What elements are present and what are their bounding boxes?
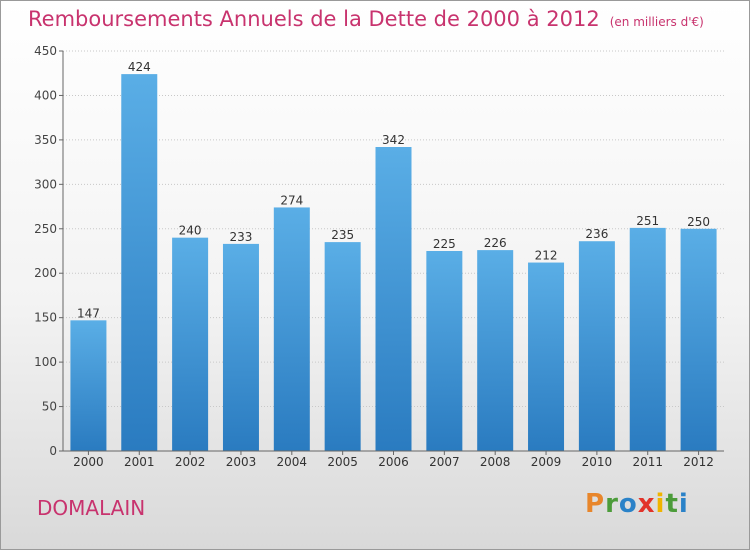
data-label: 274 xyxy=(280,193,303,207)
data-label: 212 xyxy=(535,249,558,263)
bar-layer xyxy=(70,74,717,451)
y-tick-label: 450 xyxy=(34,44,57,58)
bar-2002 xyxy=(172,237,209,451)
x-tick-label: 2012 xyxy=(683,455,714,469)
x-tick-label: 2001 xyxy=(124,455,155,469)
y-tick-label: 300 xyxy=(34,177,57,191)
data-label: 342 xyxy=(382,133,405,147)
bar-2009 xyxy=(528,262,565,451)
x-tick-label: 2000 xyxy=(73,455,104,469)
x-tick-label: 2007 xyxy=(429,455,460,469)
bar-2005 xyxy=(324,242,361,451)
bar-2007 xyxy=(426,251,463,451)
x-tick-label: 2003 xyxy=(226,455,257,469)
axis-layer: 0 50 100 150 200 250 300 350 400 450 2000 2001 2002 2… xyxy=(34,44,724,469)
y-tick-label: 400 xyxy=(34,88,57,102)
bar-2004 xyxy=(273,207,310,451)
commune-name: DOMALAIN xyxy=(37,496,146,520)
x-tick-label: 2002 xyxy=(175,455,206,469)
data-label: 240 xyxy=(179,224,202,238)
x-tick-label: 2010 xyxy=(582,455,613,469)
data-label: 233 xyxy=(230,230,253,244)
x-tick-label: 2006 xyxy=(378,455,409,469)
x-tick-label: 2005 xyxy=(327,455,358,469)
data-label: 225 xyxy=(433,237,456,251)
bar-2011 xyxy=(629,227,666,451)
data-label: 235 xyxy=(331,228,354,242)
y-tick-label: 100 xyxy=(34,355,57,369)
bar-2000 xyxy=(70,320,107,451)
bar-2003 xyxy=(222,243,259,451)
y-tick-label: 0 xyxy=(49,444,57,458)
data-label: 250 xyxy=(687,215,710,229)
data-label: 147 xyxy=(77,306,100,320)
x-tick-label: 2004 xyxy=(277,455,308,469)
y-tick-label: 50 xyxy=(42,400,57,414)
y-tick-label: 250 xyxy=(34,222,57,236)
bar-2008 xyxy=(477,250,514,451)
bar-2001 xyxy=(121,74,158,451)
x-tick-label: 2009 xyxy=(531,455,562,469)
chart-title-text: Remboursements Annuels de la Dette de 20… xyxy=(28,7,600,31)
y-tick-label: 200 xyxy=(34,266,57,280)
bar-2012 xyxy=(680,228,717,451)
data-label: 226 xyxy=(484,236,507,250)
bar-2010 xyxy=(578,241,615,451)
data-label: 424 xyxy=(128,60,151,74)
x-tick-label: 2011 xyxy=(632,455,663,469)
label-layer: 147 424 240 233 274 235 342 225 226 212 236 251 250 xyxy=(77,60,710,320)
bar-2006 xyxy=(375,147,412,451)
data-label: 251 xyxy=(636,214,659,228)
proxiti-logo: Proxiti xyxy=(585,489,689,519)
x-tick-label: 2008 xyxy=(480,455,511,469)
y-tick-label: 150 xyxy=(34,311,57,325)
chart-title: Remboursements Annuels de la Dette de 20… xyxy=(28,7,704,31)
y-tick-label: 350 xyxy=(34,133,57,147)
data-label: 236 xyxy=(585,227,608,241)
chart-subtitle: (en milliers d'€) xyxy=(609,15,704,29)
